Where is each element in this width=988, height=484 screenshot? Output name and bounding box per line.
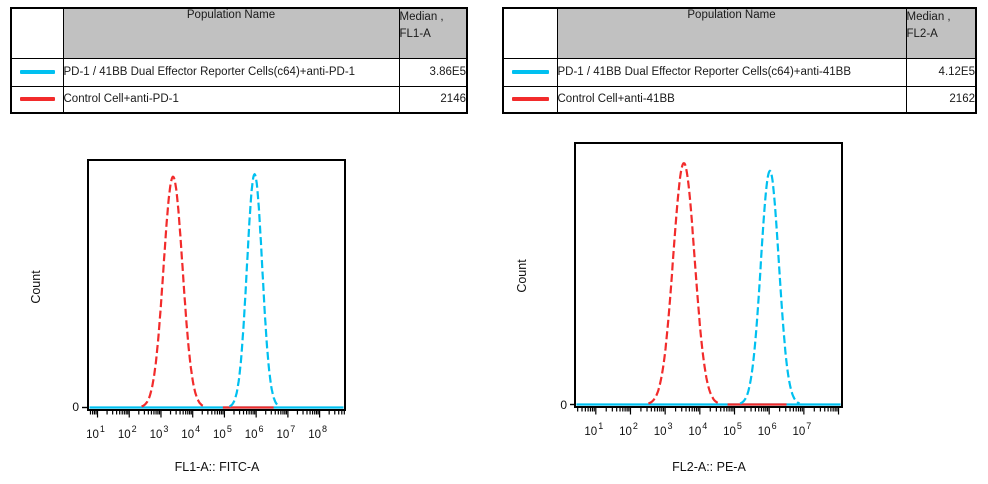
median-value: 4.12E5	[905, 57, 977, 87]
table-row: Control Cell+anti-41BB 2162	[502, 85, 977, 114]
x-tick-label: 106	[245, 424, 264, 441]
x-tick-label: 104	[181, 424, 200, 441]
stats-table-fl1: Population Name Median , FL1-A PD-1 / 41B…	[10, 7, 468, 114]
x-tick-label: 104	[688, 421, 707, 438]
x-tick-label: 101	[584, 421, 603, 438]
x-tick-label: 105	[213, 424, 232, 441]
x-tick-label: 102	[118, 424, 137, 441]
table-row: Control Cell+anti-PD-1 2146	[10, 85, 468, 114]
histogram-curve	[141, 175, 205, 408]
series-color-swatch	[20, 70, 55, 74]
x-tick-label: 102	[619, 421, 638, 438]
series-color-swatch	[20, 97, 55, 102]
x-axis-ticks	[577, 408, 840, 415]
population-name: Control Cell+anti-41BB	[556, 85, 907, 114]
x-axis-label: FL2-A:: PE-A	[672, 460, 746, 474]
median-value: 2146	[398, 85, 468, 114]
median-value: 3.86E5	[398, 57, 468, 87]
population-name: PD-1 / 41BB Dual Effector Reporter Cells…	[556, 57, 907, 87]
population-name: PD-1 / 41BB Dual Effector Reporter Cells…	[62, 57, 400, 87]
median-header-line2: FL2-A	[906, 28, 938, 40]
y-axis-label: Count	[515, 259, 529, 293]
x-tick-label: 107	[276, 424, 295, 441]
x-tick-label: 108	[308, 424, 327, 441]
series-color-swatch	[512, 97, 549, 102]
population-name-header: Population Name	[556, 7, 907, 59]
median-header: Median , FL1-A	[398, 7, 468, 59]
plot-frame	[574, 142, 843, 408]
x-tick-label: 106	[758, 421, 777, 438]
x-tick-label: 103	[150, 424, 169, 441]
x-tick-label: 105	[723, 421, 742, 438]
x-tick-label: 103	[654, 421, 673, 438]
stats-table-fl2: Population Name Median , FL2-A PD-1 / 41B…	[502, 7, 977, 114]
y-zero-label: 0	[72, 400, 79, 414]
x-tick-label: 107	[792, 421, 811, 438]
histogram-curve	[648, 161, 720, 405]
table-header-row: Population Name Median , FL1-A	[10, 7, 468, 59]
x-axis-label: FL1-A:: FITC-A	[175, 460, 260, 474]
population-name-header: Population Name	[62, 7, 400, 59]
population-name: Control Cell+anti-PD-1	[62, 85, 400, 114]
x-axis-ticks	[89, 411, 345, 418]
x-tick-label: 101	[86, 424, 105, 441]
histogram-curve	[228, 172, 281, 408]
median-value: 2162	[905, 85, 977, 114]
table-header-row: Population Name Median , FL2-A	[502, 7, 977, 59]
y-zero-label: 0	[560, 398, 567, 412]
plot-frame	[87, 159, 346, 411]
swatch-header-cell	[10, 7, 64, 59]
median-header: Median , FL2-A	[905, 7, 977, 59]
swatch-header-cell	[502, 7, 558, 59]
histogram-curve	[739, 169, 801, 405]
table-row: PD-1 / 41BB Dual Effector Reporter Cells…	[10, 57, 468, 87]
y-axis-label: Count	[29, 270, 43, 304]
median-header-line1: Median ,	[399, 11, 444, 23]
series-color-swatch	[512, 70, 549, 74]
median-header-line1: Median ,	[906, 11, 951, 23]
median-header-line2: FL1-A	[399, 28, 431, 40]
table-row: PD-1 / 41BB Dual Effector Reporter Cells…	[502, 57, 977, 87]
